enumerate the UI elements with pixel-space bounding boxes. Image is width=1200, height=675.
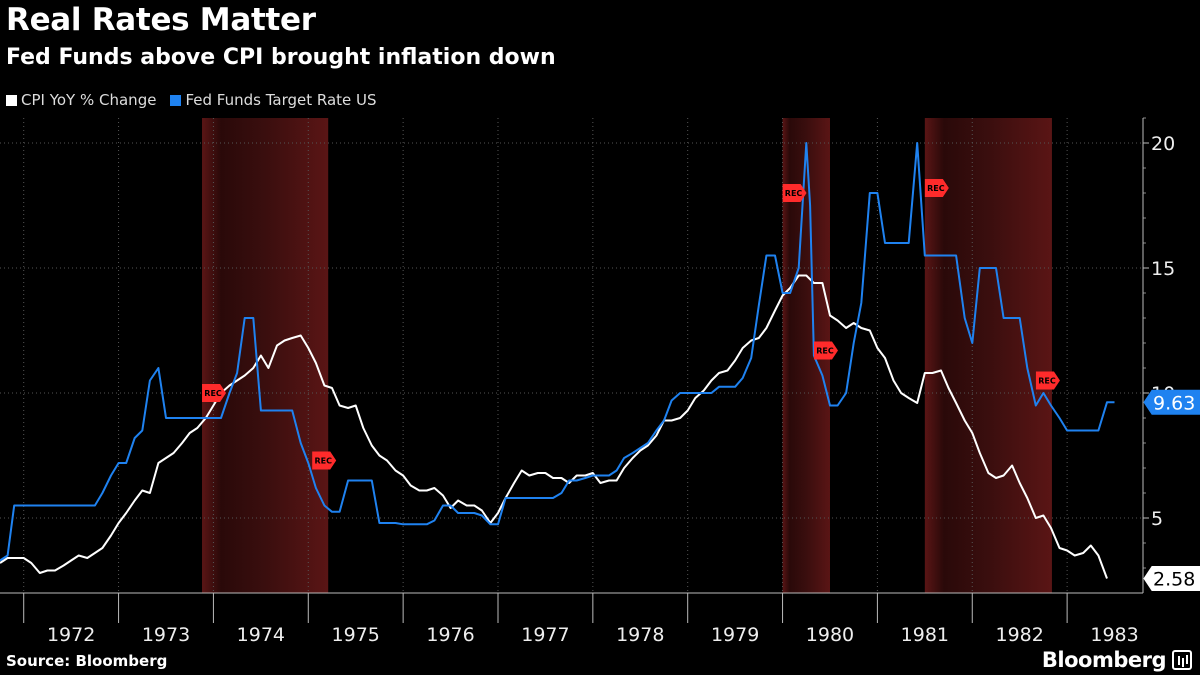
rec-tag-label: REC (314, 457, 332, 466)
legend-swatch-fed-funds (170, 94, 182, 106)
legend-swatch-cpi (6, 94, 17, 106)
source-note: Source: Bloomberg (6, 652, 168, 670)
legend: CPI YoY % Change Fed Funds Target Rate U… (6, 91, 377, 109)
x-tick-label-1976: 1976 (426, 624, 474, 646)
rec-tag-label: REC (204, 389, 222, 398)
y-tick-label-5: 5 (1151, 508, 1163, 530)
x-tick-label-1979: 1979 (711, 624, 759, 646)
rec-tag-label: REC (927, 184, 945, 193)
y-tick-label-15: 15 (1151, 258, 1175, 280)
rec-marker-start-2: REC (782, 184, 807, 202)
legend-item-cpi[interactable]: CPI YoY % Change (6, 91, 156, 109)
rec-tag-shape (813, 341, 838, 360)
x-tick-label-1975: 1975 (332, 624, 380, 646)
fed-funds-last-value-label: 9.63 (1143, 389, 1200, 415)
cpi-series-line (0, 274, 1108, 579)
legend-label-cpi: CPI YoY % Change (21, 91, 157, 109)
rec-tag-shape (782, 184, 807, 202)
rec-tag-shape (924, 179, 949, 197)
legend-item-fed-funds[interactable]: Fed Funds Target Rate US (170, 91, 377, 109)
x-tick-label-1983: 1983 (1090, 624, 1138, 646)
rec-tag-shape (202, 384, 227, 402)
chart-title: Real Rates Matter (6, 2, 316, 38)
fed-funds-last-value-label-shape (1143, 389, 1200, 415)
rec-marker-end-2: REC (813, 341, 838, 360)
rec-marker-end-1: REC (312, 451, 337, 470)
x-tick-label-1981: 1981 (901, 624, 949, 646)
x-tick-label-1977: 1977 (521, 624, 569, 646)
rec-tag-label: REC (816, 347, 834, 356)
y-tick-label-20: 20 (1151, 133, 1175, 155)
rec-marker-start-1: REC (202, 384, 227, 402)
x-tick-label-1974: 1974 (237, 624, 285, 646)
x-tick-label-1972: 1972 (47, 624, 95, 646)
fed-funds-series-line (0, 142, 1115, 562)
brand-logo: Bloomberg (1041, 648, 1167, 672)
bloomberg-chart-icon (1172, 650, 1192, 670)
rec-tag-shape (1035, 371, 1060, 390)
x-tick-label-1973: 1973 (142, 624, 190, 646)
cpi-last-value-label: 2.58 (1143, 566, 1200, 591)
rec-marker-start-3: REC (924, 179, 949, 197)
cpi-last-value-label-shape (1143, 566, 1200, 591)
cpi-last-value-label-text: 2.58 (1153, 569, 1195, 591)
rec-tag-shape (312, 451, 337, 470)
x-tick-label-1982: 1982 (996, 624, 1044, 646)
rec-tag-label: REC (785, 189, 803, 198)
fed-funds-last-value-label-text: 9.63 (1153, 392, 1195, 414)
x-tick-label-1980: 1980 (806, 624, 854, 646)
chart-subtitle: Fed Funds above CPI brought inflation do… (6, 45, 556, 70)
x-tick-label-1978: 1978 (616, 624, 664, 646)
recession-band-1 (202, 118, 329, 593)
rec-marker-end-3: REC (1035, 371, 1060, 390)
recession-band-3 (924, 118, 1052, 593)
rec-tag-label: REC (1038, 377, 1056, 386)
legend-label-fed-funds: Fed Funds Target Rate US (185, 91, 377, 109)
